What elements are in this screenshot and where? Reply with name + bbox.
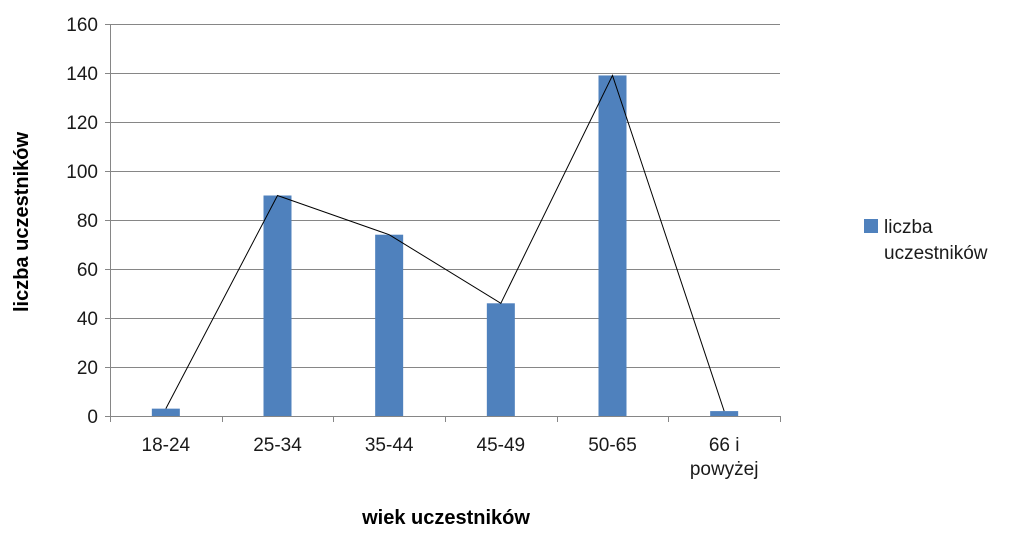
bar-50-65 (598, 75, 627, 416)
x-tick-label-66 i powyżej: 66 i powyżej (690, 435, 759, 480)
bar-series (151, 75, 739, 416)
bar-25-34 (263, 195, 292, 416)
legend-label: liczba uczestników (884, 217, 988, 264)
x-axis-title: wiek uczestników (361, 507, 530, 529)
legend: liczba uczestników (864, 217, 988, 264)
bar-35-44 (375, 234, 404, 416)
y-axis-title: liczba uczestników (11, 132, 33, 312)
y-tick-label-60: 60 (77, 260, 98, 281)
y-tick-label-0: 0 (87, 407, 98, 428)
x-tick-labels: 18-24 25-34 35-44 45-49 50-65 66 i powyżej (142, 435, 759, 480)
y-tick-label-140: 140 (66, 64, 98, 85)
bar-45-49 (486, 303, 515, 416)
y-tick-label-40: 40 (77, 309, 98, 330)
y-tick-label-120: 120 (66, 113, 98, 134)
x-tick-label-35-44: 35-44 (365, 435, 414, 456)
gridlines (110, 24, 780, 368)
axes (105, 24, 781, 422)
bar-66 i powyżej (710, 411, 739, 416)
x-tick-label-18-24: 18-24 (142, 435, 191, 456)
y-tick-label-80: 80 (77, 211, 98, 232)
y-tick-label-160: 160 (66, 15, 98, 36)
y-tick-labels: 0 20 40 60 80 100 120 140 160 (66, 15, 98, 428)
y-tick-label-20: 20 (77, 358, 98, 379)
bar-18-24 (151, 408, 180, 416)
x-tick-label-25-34: 25-34 (253, 435, 302, 456)
x-tick-label-50-65: 50-65 (588, 435, 637, 456)
legend-swatch (864, 219, 878, 233)
y-tick-label-100: 100 (66, 162, 98, 183)
overlay-line (165, 74, 725, 412)
overlay-line-series (165, 74, 725, 412)
x-tick-label-45-49: 45-49 (477, 435, 526, 456)
